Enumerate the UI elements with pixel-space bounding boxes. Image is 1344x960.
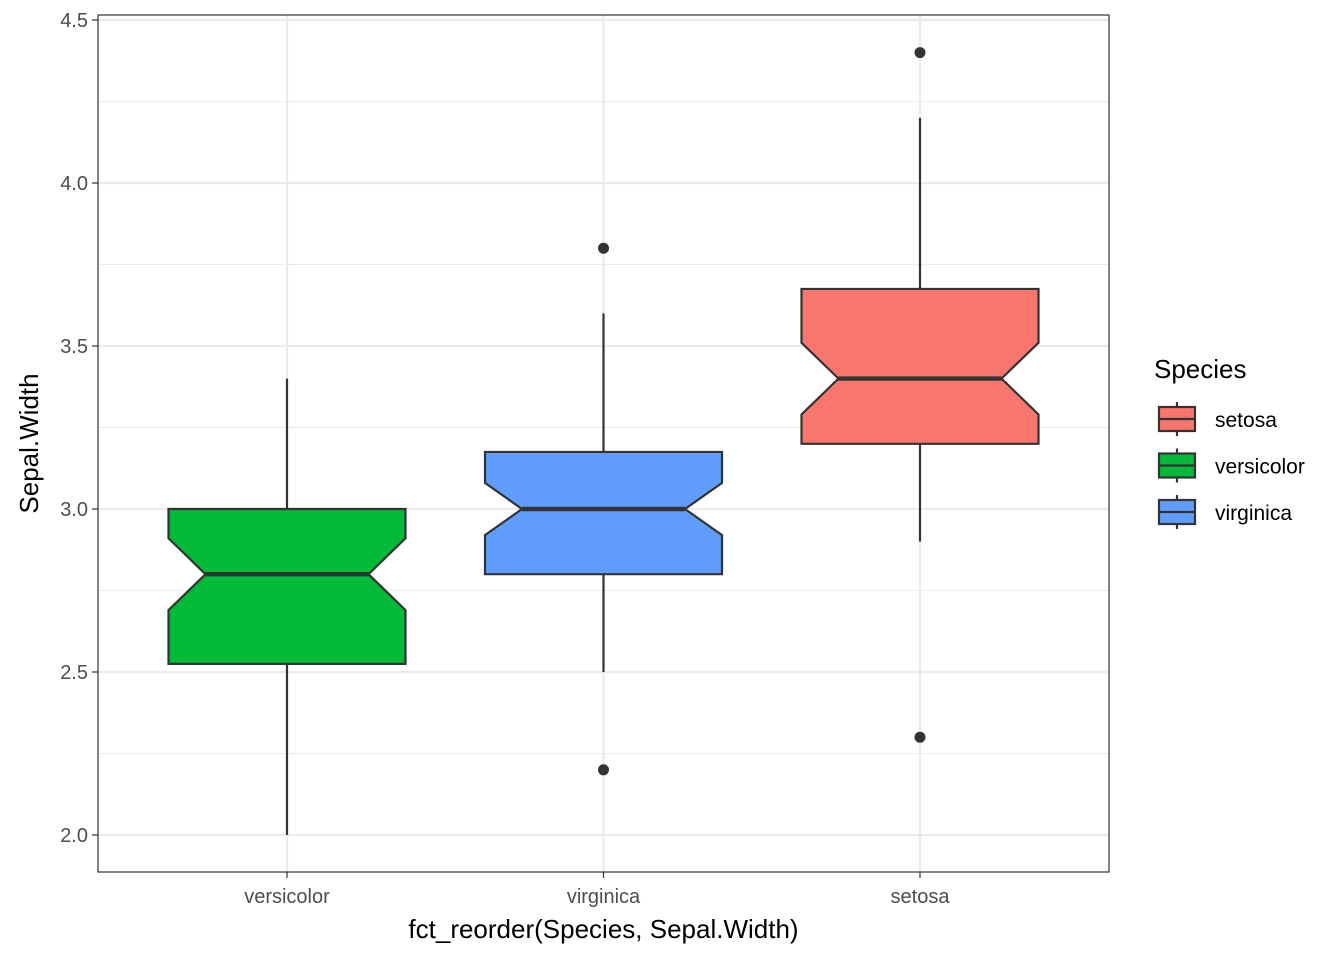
x-axis: versicolor virginica setosa	[244, 872, 950, 908]
x-tick-label: versicolor	[244, 886, 330, 908]
legend-label: versicolor	[1215, 456, 1305, 479]
legend-label: setosa	[1215, 409, 1277, 432]
box-virginica	[483, 242, 724, 776]
x-tick-label: virginica	[567, 886, 641, 908]
y-tick-label: 4.0	[60, 173, 88, 195]
notched-box	[167, 507, 407, 665]
y-tick-label: 2.0	[60, 825, 88, 847]
y-tick-label: 3.0	[60, 499, 88, 521]
y-tick-label: 4.5	[60, 10, 88, 32]
legend: Species setosa versicolor virginica	[1154, 354, 1305, 529]
notched-box	[800, 287, 1040, 445]
x-axis-title: fct_reorder(Species, Sepal.Width)	[408, 914, 798, 944]
outlier-point	[598, 242, 609, 254]
outlier-point	[914, 47, 926, 59]
boxes	[167, 47, 1040, 835]
y-axis: 2.0 2.5 3.0 3.5 4.0 4.5	[60, 10, 98, 847]
legend-item-setosa: setosa	[1157, 402, 1277, 436]
box-versicolor	[167, 378, 407, 835]
legend-title: Species	[1154, 354, 1247, 384]
legend-item-virginica: virginica	[1157, 495, 1292, 529]
y-tick-label: 2.5	[60, 662, 88, 684]
notched-box	[483, 450, 724, 576]
x-tick-label: setosa	[891, 886, 951, 908]
legend-item-versicolor: versicolor	[1157, 448, 1305, 483]
y-tick-label: 3.5	[60, 336, 88, 358]
legend-label: virginica	[1215, 502, 1292, 525]
outlier-point	[914, 731, 926, 743]
y-axis-title: Sepal.Width	[14, 373, 44, 513]
outlier-point	[598, 764, 609, 776]
box-setosa	[800, 47, 1040, 743]
